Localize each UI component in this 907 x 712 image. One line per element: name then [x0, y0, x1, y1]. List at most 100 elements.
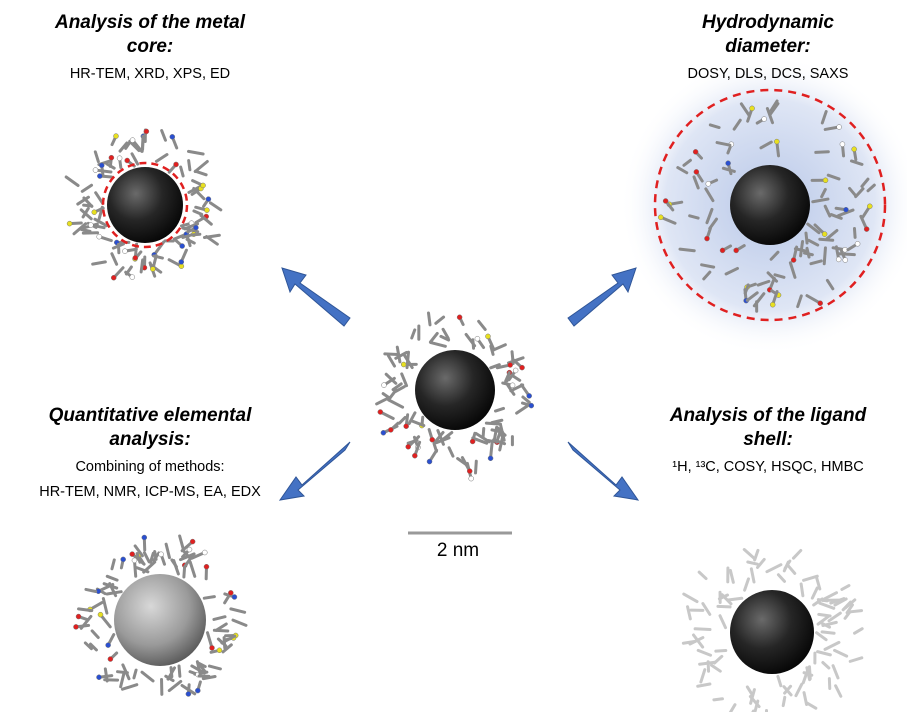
bond	[831, 664, 840, 680]
atom	[129, 137, 136, 143]
bond	[79, 208, 93, 221]
bond	[172, 558, 180, 576]
bond	[817, 612, 832, 618]
atom	[92, 167, 99, 173]
bond	[411, 419, 426, 428]
atom	[512, 367, 519, 374]
bond	[781, 695, 787, 708]
bond	[866, 183, 876, 193]
bond	[810, 586, 819, 600]
atom	[107, 656, 114, 662]
panel-methods: HR-TEM, NMR, ICP-MS, EA, EDX	[39, 484, 261, 500]
bond	[803, 251, 814, 257]
atom	[528, 402, 535, 409]
bond	[164, 674, 175, 683]
bond	[105, 574, 119, 582]
atom	[507, 362, 513, 368]
atom	[469, 438, 476, 445]
atom	[733, 247, 739, 254]
bond	[769, 99, 779, 112]
nanoparticle	[730, 165, 810, 245]
bond	[498, 433, 505, 452]
bond	[826, 173, 841, 181]
bond	[692, 633, 705, 649]
panel-methods: Combining of methods:	[75, 459, 224, 475]
panel-title: diameter:	[725, 36, 811, 57]
atom	[429, 436, 436, 443]
bond	[801, 667, 810, 685]
bond	[397, 415, 407, 425]
atom	[150, 266, 156, 272]
bond	[749, 567, 756, 584]
bond	[743, 283, 750, 295]
atom	[91, 209, 98, 215]
bond	[505, 371, 511, 383]
bond	[853, 627, 864, 635]
atom	[75, 613, 82, 620]
atom	[98, 162, 105, 169]
bond	[169, 666, 174, 679]
bond	[160, 129, 167, 142]
atom	[195, 687, 201, 694]
bond	[682, 158, 692, 167]
atom	[209, 645, 215, 651]
bond	[405, 350, 411, 370]
bond	[811, 197, 830, 204]
bond	[387, 398, 405, 409]
bond	[802, 691, 809, 707]
bond	[149, 551, 155, 564]
atom	[769, 301, 776, 308]
atom	[113, 133, 119, 139]
bond	[753, 548, 760, 562]
atom	[485, 333, 491, 340]
atom	[836, 124, 842, 130]
bond	[447, 446, 455, 458]
hydrodynamic-outline	[653, 88, 887, 322]
bond	[207, 664, 222, 671]
bond	[84, 587, 98, 594]
bond	[843, 598, 857, 610]
bond	[829, 213, 843, 220]
atom	[693, 169, 700, 175]
atom	[173, 161, 179, 168]
bond	[383, 352, 400, 357]
bond	[717, 593, 730, 601]
bond	[140, 670, 155, 683]
ligands	[64, 99, 876, 712]
atom	[725, 160, 731, 166]
bond	[135, 566, 150, 574]
atom	[403, 423, 409, 429]
bond	[786, 563, 797, 575]
bond	[806, 222, 821, 235]
bond	[728, 568, 735, 584]
atom	[426, 458, 433, 465]
panel-methods: DOSY, DLS, DCS, SAXS	[688, 66, 849, 82]
bond	[427, 311, 432, 327]
bond	[198, 663, 207, 674]
bond	[834, 684, 843, 698]
bond	[823, 204, 832, 218]
bond	[119, 671, 126, 689]
bond	[489, 363, 501, 370]
bond	[212, 615, 227, 621]
bond	[375, 397, 389, 406]
atom	[412, 452, 418, 459]
bond	[782, 685, 793, 697]
bond	[88, 642, 98, 652]
bond	[64, 175, 80, 188]
bond	[745, 685, 754, 696]
bond	[746, 560, 759, 566]
atom	[761, 116, 767, 122]
bond	[825, 278, 835, 291]
bond	[229, 607, 247, 614]
bond	[120, 683, 139, 691]
bond	[799, 582, 805, 598]
atom	[456, 314, 463, 321]
atom	[108, 154, 115, 161]
bond	[759, 140, 773, 150]
bond	[773, 273, 786, 279]
bond	[704, 187, 715, 203]
bond	[804, 231, 809, 245]
bond	[90, 629, 100, 640]
